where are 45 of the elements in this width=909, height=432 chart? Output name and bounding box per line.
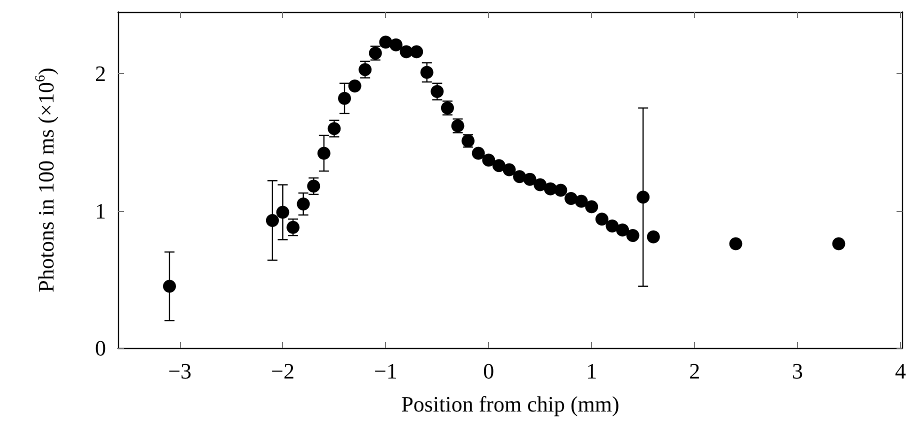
point bbox=[832, 237, 846, 250]
point bbox=[317, 146, 330, 160]
point bbox=[472, 146, 485, 160]
point bbox=[574, 194, 588, 208]
point bbox=[410, 45, 424, 58]
point bbox=[162, 280, 176, 293]
x-tick-label: −2 bbox=[271, 358, 294, 384]
point bbox=[646, 230, 660, 244]
point bbox=[554, 184, 568, 197]
point bbox=[564, 192, 578, 206]
y-axis-title: Photons in 100 ms (×106) bbox=[34, 68, 58, 292]
point bbox=[482, 154, 496, 167]
point bbox=[523, 172, 536, 186]
point bbox=[338, 92, 352, 105]
x-tick-label: −1 bbox=[374, 358, 398, 384]
point bbox=[266, 214, 279, 227]
point bbox=[616, 224, 630, 237]
point bbox=[492, 159, 506, 172]
x-tick-label: 4 bbox=[895, 358, 906, 384]
point bbox=[513, 170, 526, 184]
point bbox=[390, 38, 402, 52]
point bbox=[534, 178, 547, 192]
x-tick-label: 2 bbox=[689, 358, 700, 384]
point bbox=[276, 206, 290, 219]
x-tick-label: 1 bbox=[586, 358, 598, 384]
point bbox=[636, 190, 650, 204]
y-tick-label: 2 bbox=[95, 61, 106, 86]
y-tick-label: 1 bbox=[95, 198, 106, 224]
y-tick-label: 0 bbox=[95, 336, 106, 360]
point bbox=[379, 36, 392, 49]
x-tick-label: −3 bbox=[168, 358, 192, 384]
x-tick-label: 0 bbox=[483, 358, 494, 384]
point bbox=[606, 219, 619, 232]
point bbox=[420, 66, 434, 79]
point bbox=[585, 200, 598, 214]
x-tick-label: 3 bbox=[792, 358, 804, 384]
point bbox=[729, 237, 742, 250]
point bbox=[502, 163, 516, 176]
point bbox=[358, 63, 372, 76]
point bbox=[626, 229, 640, 242]
point bbox=[296, 198, 310, 210]
point bbox=[595, 212, 608, 226]
point bbox=[286, 220, 300, 234]
point bbox=[348, 80, 362, 93]
x-axis-title: Position from chip (mm) bbox=[401, 392, 620, 416]
